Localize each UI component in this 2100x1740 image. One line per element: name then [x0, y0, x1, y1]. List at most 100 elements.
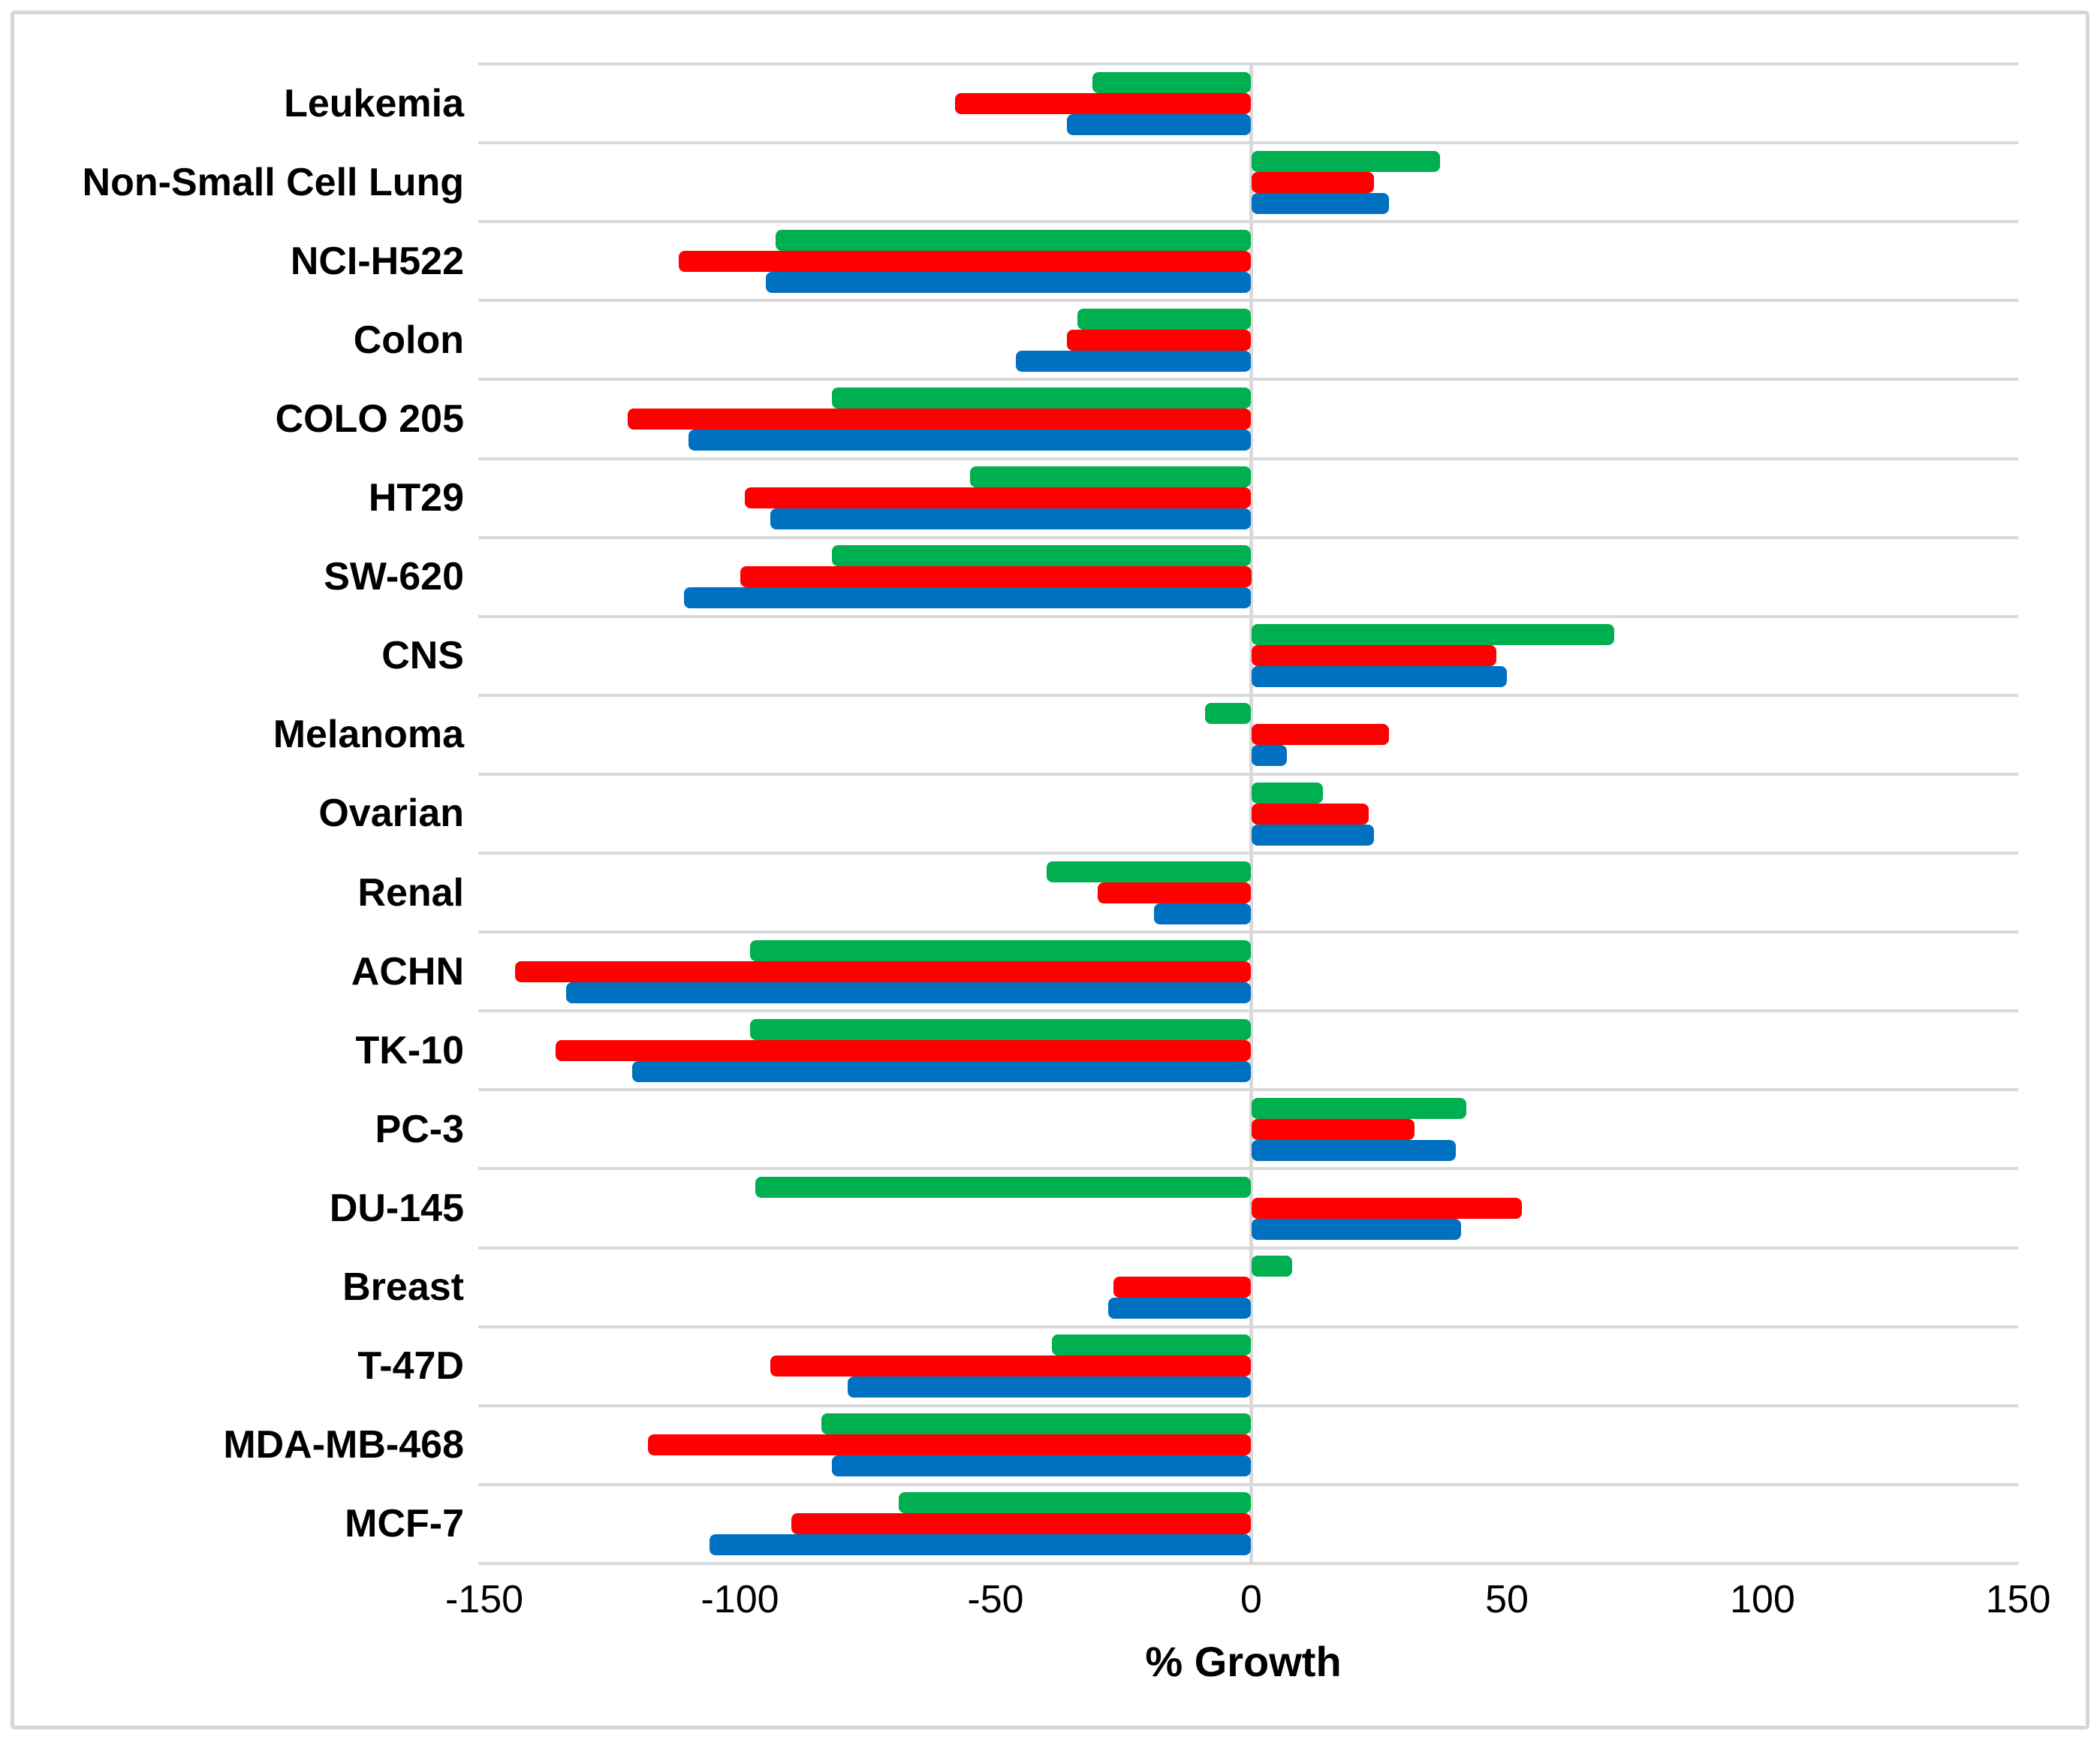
bar-series-green-ovarian [1251, 782, 1323, 804]
category-label: CNS [381, 634, 464, 678]
category-label: Non-Small Cell Lung [82, 160, 464, 204]
category-label: Ovarian [318, 792, 464, 836]
bar-series-red-non-small-cell-lung [1251, 171, 1374, 193]
bar-series-blue-nci-h522 [765, 271, 1252, 293]
category-label: T-47D [357, 1344, 464, 1389]
category-label: ACHN [351, 949, 464, 994]
bar-series-red-nci-h522 [678, 250, 1252, 272]
x-tick-label: 150 [1985, 1578, 2051, 1621]
bar-series-blue-cns [1251, 666, 1507, 688]
bar-series-red-ht29 [745, 487, 1252, 509]
bar-series-green-renal [1047, 861, 1252, 882]
bar-series-red-du-145 [1251, 1198, 1523, 1220]
bar-series-green-ht29 [969, 466, 1252, 488]
bar-series-green-du-145 [755, 1177, 1252, 1199]
gridline-horizontal [478, 1246, 2018, 1250]
category-label: Leukemia [284, 81, 464, 125]
category-label: NCI-H522 [290, 239, 464, 283]
gridline-horizontal [478, 1088, 2018, 1092]
bar-series-blue-breast [1107, 1298, 1252, 1319]
bar-series-green-t-47d [1051, 1334, 1252, 1356]
bar-series-green-breast [1251, 1256, 1292, 1277]
bar-series-green-melanoma [1205, 703, 1252, 725]
gridline-horizontal [478, 299, 2018, 303]
category-label: HT29 [368, 476, 464, 520]
bar-series-blue-du-145 [1251, 1219, 1461, 1241]
bar-series-blue-ovarian [1251, 824, 1374, 846]
bar-series-blue-colon [1016, 350, 1252, 372]
bar-series-green-colo-205 [832, 387, 1252, 409]
gridline-horizontal [478, 930, 2018, 934]
gridline-horizontal [478, 457, 2018, 460]
bar-series-red-achn [514, 960, 1252, 982]
bar-series-green-non-small-cell-lung [1251, 150, 1441, 172]
chart-frame [11, 11, 2089, 1729]
x-tick-label: 0 [1240, 1578, 1262, 1621]
x-tick-label: 100 [1730, 1578, 1795, 1621]
bar-series-red-tk-10 [556, 1039, 1252, 1061]
bar-series-red-colo-205 [627, 408, 1252, 430]
bar-series-red-ovarian [1251, 803, 1369, 825]
bar-series-green-colon [1077, 308, 1252, 330]
x-tick-label: -100 [701, 1578, 779, 1621]
x-tick-label: 50 [1485, 1578, 1529, 1621]
bar-series-red-cns [1251, 645, 1497, 667]
bar-series-red-melanoma [1251, 724, 1390, 746]
bar-series-green-mda-mb-468 [821, 1413, 1252, 1435]
x-tick-label: -50 [967, 1578, 1024, 1621]
category-label: TK-10 [355, 1028, 464, 1072]
bar-series-red-renal [1098, 882, 1252, 903]
category-label: Breast [342, 1265, 464, 1310]
bar-series-red-pc-3 [1251, 1118, 1415, 1140]
gridline-horizontal [478, 693, 2018, 697]
bar-series-red-colon [1067, 329, 1252, 351]
bar-series-blue-mda-mb-468 [832, 1455, 1252, 1477]
bar-series-green-tk-10 [750, 1018, 1252, 1040]
bar-series-blue-tk-10 [632, 1060, 1252, 1082]
bar-series-green-nci-h522 [776, 229, 1252, 251]
category-label: SW-620 [324, 555, 464, 599]
bar-series-red-t-47d [770, 1356, 1252, 1377]
gridline-horizontal [478, 535, 2018, 539]
bar-series-blue-achn [565, 982, 1252, 1003]
bar-series-green-leukemia [1092, 71, 1252, 93]
gridline-horizontal [478, 220, 2018, 224]
category-label: MDA-MB-468 [223, 1423, 464, 1467]
category-label: Renal [357, 870, 464, 915]
bar-series-blue-melanoma [1251, 745, 1288, 767]
gridline-horizontal [478, 852, 2018, 855]
category-label: COLO 205 [275, 397, 464, 441]
gridline-horizontal [478, 141, 2018, 145]
gridline-horizontal [478, 1404, 2018, 1407]
category-label: Colon [353, 318, 464, 362]
bar-series-red-breast [1113, 1277, 1252, 1298]
category-label: Melanoma [273, 713, 464, 757]
bar-series-blue-colo-205 [688, 429, 1252, 451]
gridline-horizontal [478, 1009, 2018, 1013]
bar-series-blue-mcf-7 [709, 1534, 1252, 1556]
bar-series-green-achn [750, 939, 1252, 961]
bar-series-red-mcf-7 [791, 1513, 1252, 1535]
bar-series-green-sw-620 [832, 545, 1252, 567]
bar-series-blue-renal [1154, 903, 1252, 924]
bar-series-blue-leukemia [1067, 113, 1252, 135]
gridline-horizontal [478, 1325, 2018, 1328]
bar-series-red-mda-mb-468 [647, 1434, 1252, 1456]
category-label: MCF-7 [345, 1502, 464, 1546]
gridline-horizontal [478, 1562, 2018, 1565]
bar-series-green-pc-3 [1251, 1097, 1466, 1119]
bar-series-blue-sw-620 [683, 587, 1252, 609]
bar-series-blue-ht29 [770, 508, 1252, 530]
x-tick-label: -150 [444, 1578, 524, 1621]
category-label: DU-145 [329, 1187, 464, 1231]
x-axis-title: % Growth [1145, 1638, 1342, 1685]
bar-series-green-mcf-7 [898, 1492, 1252, 1514]
bar-series-red-leukemia [954, 92, 1252, 114]
gridline-horizontal [478, 1482, 2018, 1486]
bar-series-blue-t-47d [847, 1377, 1252, 1398]
gridline-horizontal [478, 1167, 2018, 1171]
bar-series-red-sw-620 [740, 566, 1252, 588]
bar-series-green-cns [1251, 624, 1614, 646]
category-label: PC-3 [375, 1107, 464, 1151]
gridline-horizontal [478, 378, 2018, 381]
